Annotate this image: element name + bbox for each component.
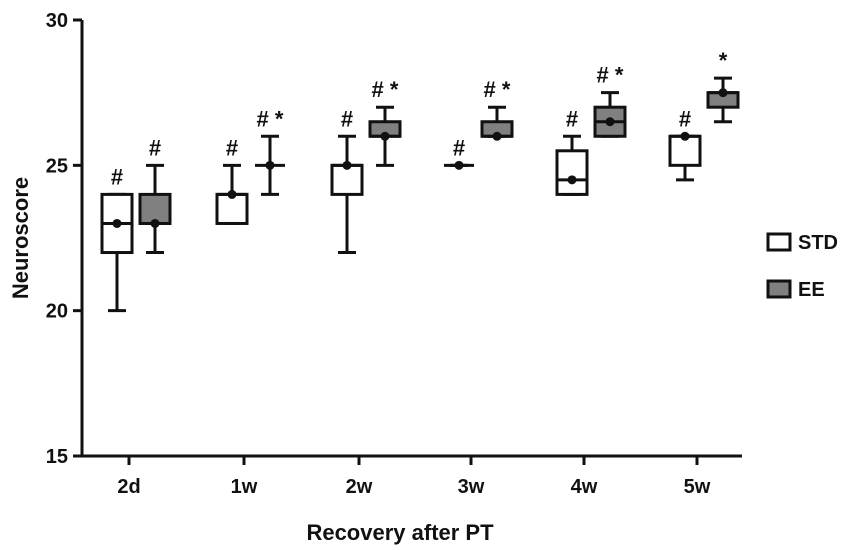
legend: STD EE	[766, 232, 838, 301]
median-dot	[150, 218, 160, 228]
axes: 15 20 25 30 2d 1w 2w 3w 4w 5w	[46, 10, 742, 498]
significance-marker: # *	[484, 77, 511, 102]
median-dot	[492, 131, 502, 141]
y-tick-label: 25	[46, 155, 68, 177]
box-ee-4w: # *	[593, 63, 627, 138]
significance-marker: #	[453, 135, 465, 160]
x-tick-label: 3w	[458, 476, 485, 498]
series-ee: # # * # * # * # * *	[138, 48, 740, 255]
y-tick-label: 15	[46, 446, 68, 468]
box-std-4w: #	[555, 106, 589, 196]
y-axis-title: Neuroscore	[8, 177, 33, 299]
box-std-2d: #	[100, 164, 134, 313]
box-ee-5w: *	[706, 48, 740, 124]
x-tick-label: 4w	[571, 476, 598, 498]
significance-marker: #	[341, 106, 353, 131]
median-dot	[265, 160, 275, 170]
median-dot	[567, 175, 577, 185]
series-std: # # # # # #	[100, 106, 702, 313]
box-std-5w: #	[668, 106, 702, 182]
plot-area: # # # # # # # # * # * # * # * *	[100, 48, 740, 313]
significance-marker: # *	[597, 63, 624, 88]
median-dot	[380, 131, 390, 141]
significance-marker: # *	[372, 77, 399, 102]
iqr-box	[138, 192, 172, 225]
legend-swatch	[766, 279, 792, 299]
iqr-box	[215, 192, 249, 225]
median-dot	[454, 160, 464, 170]
x-tick-label: 5w	[684, 476, 711, 498]
legend-swatch	[766, 232, 792, 252]
significance-marker: #	[226, 135, 238, 160]
median-dot	[605, 117, 615, 127]
significance-marker: #	[566, 106, 578, 131]
significance-marker: # *	[257, 106, 284, 131]
significance-marker: #	[149, 135, 161, 160]
box-std-3w: #	[444, 135, 474, 170]
median-dot	[227, 189, 237, 199]
iqr-box	[668, 134, 702, 167]
median-dot	[112, 218, 122, 228]
box-ee-2d: #	[138, 135, 172, 255]
box-std-2w: #	[330, 106, 364, 255]
significance-marker: #	[679, 106, 691, 131]
y-tick-label: 20	[46, 301, 68, 323]
legend-item-ee: EE	[766, 279, 825, 301]
legend-label: EE	[798, 279, 825, 301]
box-std-1w: #	[215, 135, 249, 225]
box-ee-3w: # *	[480, 77, 514, 141]
legend-label: STD	[798, 232, 838, 254]
x-tick-label: 2d	[117, 476, 140, 498]
x-tick-label: 2w	[346, 476, 373, 498]
median-dot	[680, 131, 690, 141]
x-tick-label: 1w	[231, 476, 258, 498]
significance-marker: *	[719, 48, 728, 73]
box-ee-2w: # *	[368, 77, 402, 167]
median-dot	[718, 88, 728, 98]
box-ee-1w: # *	[255, 106, 285, 196]
x-axis-title: Recovery after PT	[306, 520, 494, 545]
median-dot	[342, 160, 352, 170]
legend-item-std: STD	[766, 232, 838, 254]
y-tick-label: 30	[46, 10, 68, 32]
significance-marker: #	[111, 164, 123, 189]
iqr-box	[555, 149, 589, 196]
